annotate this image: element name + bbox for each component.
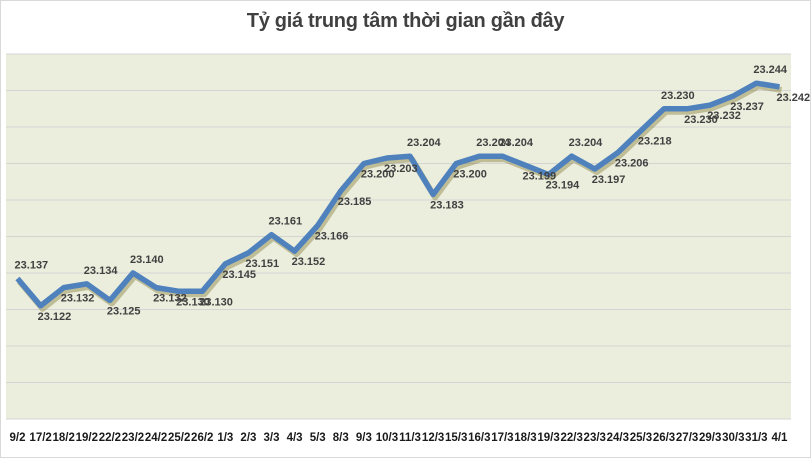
data-label: 23.122 [38,311,72,323]
x-axis-label: 17/3 [491,432,513,444]
x-axis-label: 15/3 [445,432,467,444]
x-axis-label: 25/2 [168,432,190,444]
data-label: 23.200 [361,169,395,181]
x-axis-label: 10/3 [376,432,398,444]
x-axis-label: 24/2 [145,432,167,444]
data-label: 23.161 [269,216,303,228]
data-label: 23.206 [615,158,649,170]
x-axis-label: 25/3 [630,432,652,444]
x-axis-label: 4/3 [287,432,303,444]
chart-title: Tỷ giá trung tâm thời gian gần đây [246,10,565,32]
x-axis-label: 24/3 [607,432,629,444]
data-label: 23.232 [707,110,741,122]
x-axis-label: 23/2 [122,432,144,444]
data-label: 23.145 [222,269,256,281]
x-axis-label: 18/2 [53,432,75,444]
x-axis-label: 29/3 [699,432,721,444]
x-axis-label: 31/3 [745,432,767,444]
x-axis-label: 3/3 [264,432,280,444]
data-label: 23.137 [15,259,49,271]
data-label: 23.230 [684,114,718,126]
data-label: 23.242 [776,92,810,104]
x-axis-label: 23/3 [584,432,606,444]
x-axis-label: 30/3 [722,432,744,444]
data-label: 23.140 [130,254,164,266]
x-axis-label: 19/2 [76,432,98,444]
x-axis-label: 22/2 [99,432,121,444]
x-axis-label: 9/3 [356,432,372,444]
data-label: 23.218 [638,136,672,148]
x-axis-label: 18/3 [514,432,536,444]
x-axis-label: 9/2 [10,432,26,444]
x-axis-label: 1/3 [217,432,233,444]
data-label: 23.230 [661,90,695,102]
data-label: 23.130 [199,296,233,308]
x-axis-label: 27/3 [676,432,698,444]
x-axis-label: 16/3 [468,432,490,444]
x-axis-label: 4/1 [771,432,788,444]
data-label: 23.194 [546,179,581,191]
x-axis-label: 26/3 [653,432,675,444]
data-label: 23.166 [315,231,349,243]
x-axis-label: 22/3 [560,432,582,444]
x-axis-label: 2/3 [240,432,256,444]
data-label: 23.204 [569,137,604,149]
data-label: 23.183 [430,200,464,212]
data-label: 23.200 [453,169,487,181]
data-label: 23.132 [61,293,95,305]
x-axis-label: 19/3 [537,432,559,444]
data-label: 23.197 [592,174,626,186]
data-label: 23.199 [522,170,556,182]
data-label: 23.130 [176,296,210,308]
x-axis-label: 11/3 [399,432,421,444]
data-label: 23.204 [476,137,511,149]
data-label: 23.204 [407,137,442,149]
x-axis-label: 5/3 [310,432,326,444]
data-label: 23.244 [753,64,788,76]
x-axis-label: 8/3 [333,432,349,444]
x-axis-label: 26/2 [191,432,213,444]
series-line [15,80,780,309]
data-label: 23.125 [107,305,141,317]
data-label: 23.185 [338,196,372,208]
data-label: 23.151 [245,258,279,270]
data-label: 23.237 [730,101,764,113]
data-label: 23.134 [84,265,119,277]
x-axis-label: 17/2 [29,432,51,444]
data-label: 23.132 [153,293,187,305]
data-label: 23.204 [499,137,534,149]
x-axis-label: 12/3 [422,432,444,444]
data-label: 23.203 [384,163,418,175]
data-label: 23.152 [292,256,326,268]
